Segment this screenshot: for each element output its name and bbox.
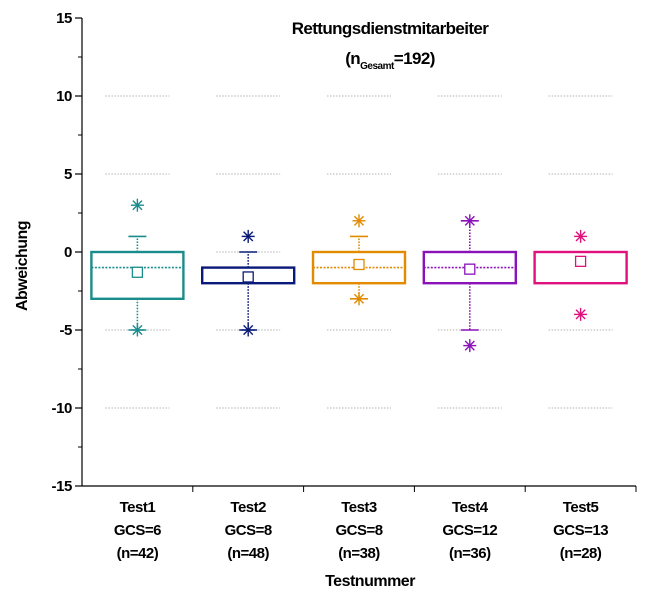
- subtitle-subscript: Gesamt: [360, 61, 395, 72]
- extreme-marker: [352, 292, 366, 306]
- box-group: [533, 229, 628, 321]
- mean-marker: [574, 255, 587, 268]
- mean-marker: [131, 266, 144, 278]
- extreme-marker: [241, 229, 255, 243]
- extreme-marker: [463, 214, 477, 228]
- category-label: Test2 GCS=8 (n=48): [225, 499, 272, 562]
- y-tick-label: 10: [56, 88, 72, 105]
- y-tick-label: -15: [52, 478, 73, 495]
- box-group: [422, 214, 517, 353]
- y-tick-label: 5: [64, 166, 72, 183]
- category-label: Test4 GCS=12 (n=36): [442, 499, 497, 562]
- boxes: [90, 198, 628, 353]
- y-axis-ticks: -15 -10 -5 0 5 10 15: [52, 10, 637, 495]
- extreme-marker: [352, 214, 366, 228]
- extreme-marker: [574, 229, 588, 243]
- y-axis-title: Abweichung: [14, 221, 31, 311]
- category-label: Test1 GCS=6 (n=42): [114, 499, 161, 562]
- category-label: Test3 GCS=8 (n=38): [335, 499, 382, 562]
- extreme-marker: [463, 339, 477, 353]
- x-axis-category-labels: Test1 GCS=6 (n=42) Test2 GCS=8 (n=48) Test3 GCS…: [114, 499, 609, 562]
- chart-title: Rettungsdienstmitarbeiter: [292, 19, 490, 38]
- box-group: [200, 229, 296, 337]
- category-label: Test5 GCS=13 (n=28): [553, 499, 608, 562]
- mean-marker: [353, 258, 365, 271]
- mean-marker: [464, 263, 476, 275]
- extreme-marker: [241, 323, 255, 337]
- box-iqr: [90, 250, 185, 300]
- y-tick-label: 0: [64, 244, 72, 261]
- extreme-marker: [130, 198, 144, 212]
- box-group: [90, 198, 185, 337]
- box-group: [311, 214, 407, 306]
- subtitle-suffix: =192): [394, 49, 435, 68]
- subtitle-prefix: (n: [345, 49, 360, 68]
- y-tick-label: 15: [56, 10, 72, 27]
- y-tick-label: -10: [52, 400, 73, 417]
- chart-subtitle: (nGesamt=192): [345, 49, 435, 72]
- extreme-marker: [130, 323, 144, 337]
- mean-marker: [242, 271, 254, 283]
- extreme-marker: [574, 307, 588, 321]
- x-axis-title: Testnummer: [325, 573, 415, 590]
- y-tick-label: -5: [59, 322, 72, 339]
